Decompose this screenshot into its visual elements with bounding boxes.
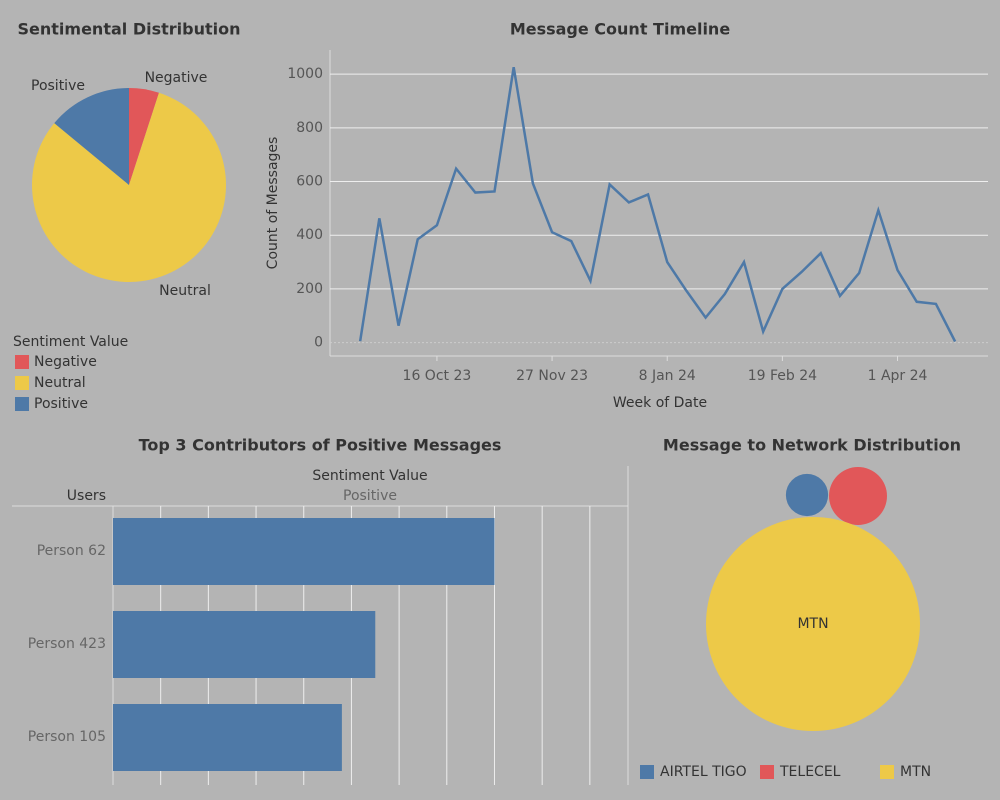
y-axis-label: Count of Messages <box>265 137 281 270</box>
chart-title: Top 3 Contributors of Positive Messages <box>139 436 502 455</box>
row-header: Users <box>67 488 106 504</box>
y-tick-label: 400 <box>296 227 323 243</box>
x-axis-label: Week of Date <box>613 395 707 411</box>
bubble-label: MTN <box>797 616 828 632</box>
y-tick-label: 0 <box>314 335 323 351</box>
legend-swatch <box>15 355 29 369</box>
legend-swatch <box>640 765 654 779</box>
slice-label: Negative <box>145 70 208 86</box>
legend-label: Positive <box>34 396 88 412</box>
chart-title: Message to Network Distribution <box>663 436 961 455</box>
chart-title: Message Count Timeline <box>510 20 731 39</box>
y-tick-label: 600 <box>296 174 323 190</box>
pie-slice <box>129 88 159 185</box>
bubble <box>706 517 920 731</box>
legend-swatch <box>15 397 29 411</box>
legend-label: MTN <box>900 764 931 780</box>
x-tick-label: 27 Nov 23 <box>516 368 588 384</box>
legend-swatch <box>760 765 774 779</box>
slice-label: Positive <box>31 78 85 94</box>
column-header: Sentiment Value <box>312 468 427 484</box>
bar <box>113 611 376 678</box>
x-tick-label: 1 Apr 24 <box>868 368 928 384</box>
bubble <box>785 473 829 517</box>
legend-label: AIRTEL TIGO <box>660 764 747 780</box>
y-tick-label: 200 <box>296 281 323 297</box>
legend-swatch <box>15 376 29 390</box>
line-series <box>358 66 957 343</box>
slice-label: Neutral <box>159 283 211 299</box>
y-tick-label: 1000 <box>287 66 323 82</box>
row-label: Person 62 <box>37 543 106 559</box>
x-tick-label: 16 Oct 23 <box>403 368 472 384</box>
x-tick-label: 8 Jan 24 <box>639 368 696 384</box>
bar <box>113 518 495 585</box>
column-label: Positive <box>343 488 397 504</box>
legend-label: Negative <box>34 354 97 370</box>
y-tick-label: 800 <box>296 120 323 136</box>
row-label: Person 423 <box>28 636 106 652</box>
bubble <box>829 467 887 525</box>
chart-title: Sentimental Distribution <box>18 20 241 39</box>
legend-swatch <box>880 765 894 779</box>
legend-title: Sentiment Value <box>13 334 128 350</box>
legend-label: Neutral <box>34 375 86 391</box>
pie-slice <box>32 92 226 282</box>
bar <box>113 704 342 771</box>
pie-slice <box>54 88 129 185</box>
row-label: Person 105 <box>28 729 106 745</box>
x-tick-label: 19 Feb 24 <box>748 368 817 384</box>
legend-label: TELECEL <box>779 764 841 780</box>
